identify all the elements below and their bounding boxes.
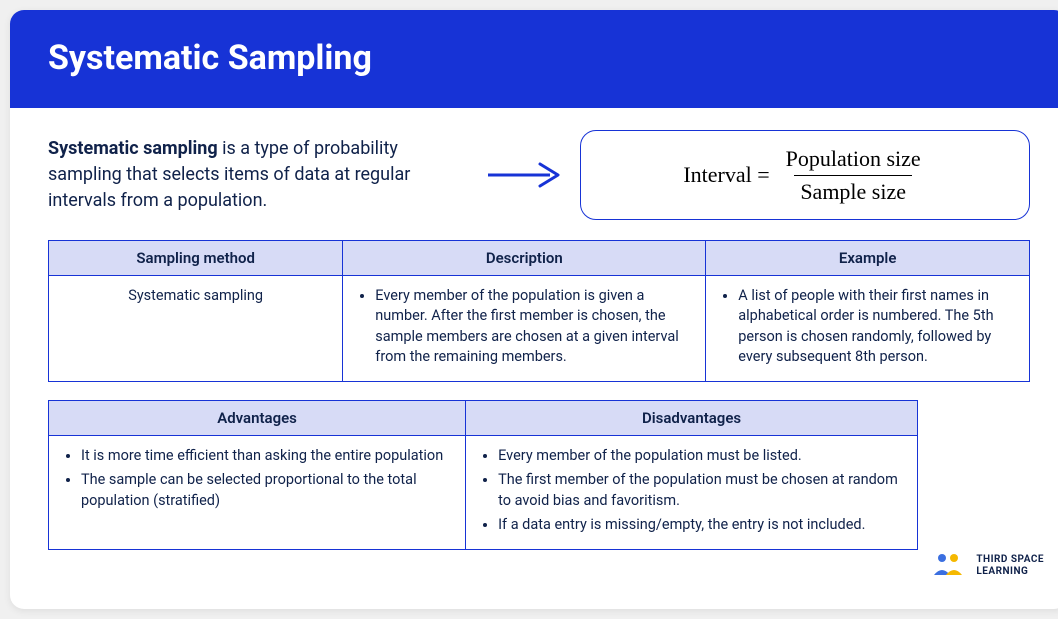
brand-logo: THIRD SPACE LEARNING (930, 551, 1044, 581)
definition-table: Sampling method Description Example Syst… (48, 240, 1030, 382)
example-item: A list of people with their first names … (738, 286, 1015, 367)
td-method: Systematic sampling (49, 276, 343, 382)
disadvantage-item: The first member of the population must … (498, 470, 903, 511)
infographic-card: Systematic Sampling Systematic sampling … (10, 10, 1058, 609)
description-item: Every member of the population is given … (375, 286, 691, 367)
content-area: Systematic sampling is a type of probabi… (10, 108, 1058, 588)
formula-fraction: Population size Sample size (780, 145, 927, 205)
th-method: Sampling method (49, 241, 343, 276)
intro-bold: Systematic sampling (48, 138, 218, 159)
disadvantage-item: If a data entry is missing/empty, the en… (498, 515, 903, 535)
td-advantages: It is more time efficient than asking th… (49, 436, 466, 550)
td-disadvantages: Every member of the population must be l… (466, 436, 918, 550)
disadvantage-item: Every member of the population must be l… (498, 446, 903, 466)
formula-lhs: Interval = (683, 162, 769, 188)
header-bar: Systematic Sampling (10, 10, 1058, 108)
logo-icon (930, 551, 968, 581)
advantage-item: It is more time efficient than asking th… (81, 446, 451, 466)
logo-line2: LEARNING (976, 566, 1044, 578)
formula-denominator: Sample size (794, 175, 912, 206)
logo-text: THIRD SPACE LEARNING (976, 554, 1044, 578)
th-description: Description (343, 241, 706, 276)
intro-row: Systematic sampling is a type of probabi… (48, 130, 1030, 220)
td-description: Every member of the population is given … (343, 276, 706, 382)
page-title: Systematic Sampling (48, 38, 1030, 78)
formula-box: Interval = Population size Sample size (580, 130, 1030, 220)
logo-line1: THIRD SPACE (976, 554, 1044, 566)
td-example: A list of people with their first names … (706, 276, 1030, 382)
formula-numerator: Population size (780, 145, 927, 175)
advantage-item: The sample can be selected proportional … (81, 470, 451, 511)
th-example: Example (706, 241, 1030, 276)
pros-cons-table: Advantages Disadvantages It is more time… (48, 400, 918, 550)
arrow-icon (486, 160, 562, 190)
th-disadvantages: Disadvantages (466, 401, 918, 436)
th-advantages: Advantages (49, 401, 466, 436)
intro-text: Systematic sampling is a type of probabi… (48, 136, 468, 214)
